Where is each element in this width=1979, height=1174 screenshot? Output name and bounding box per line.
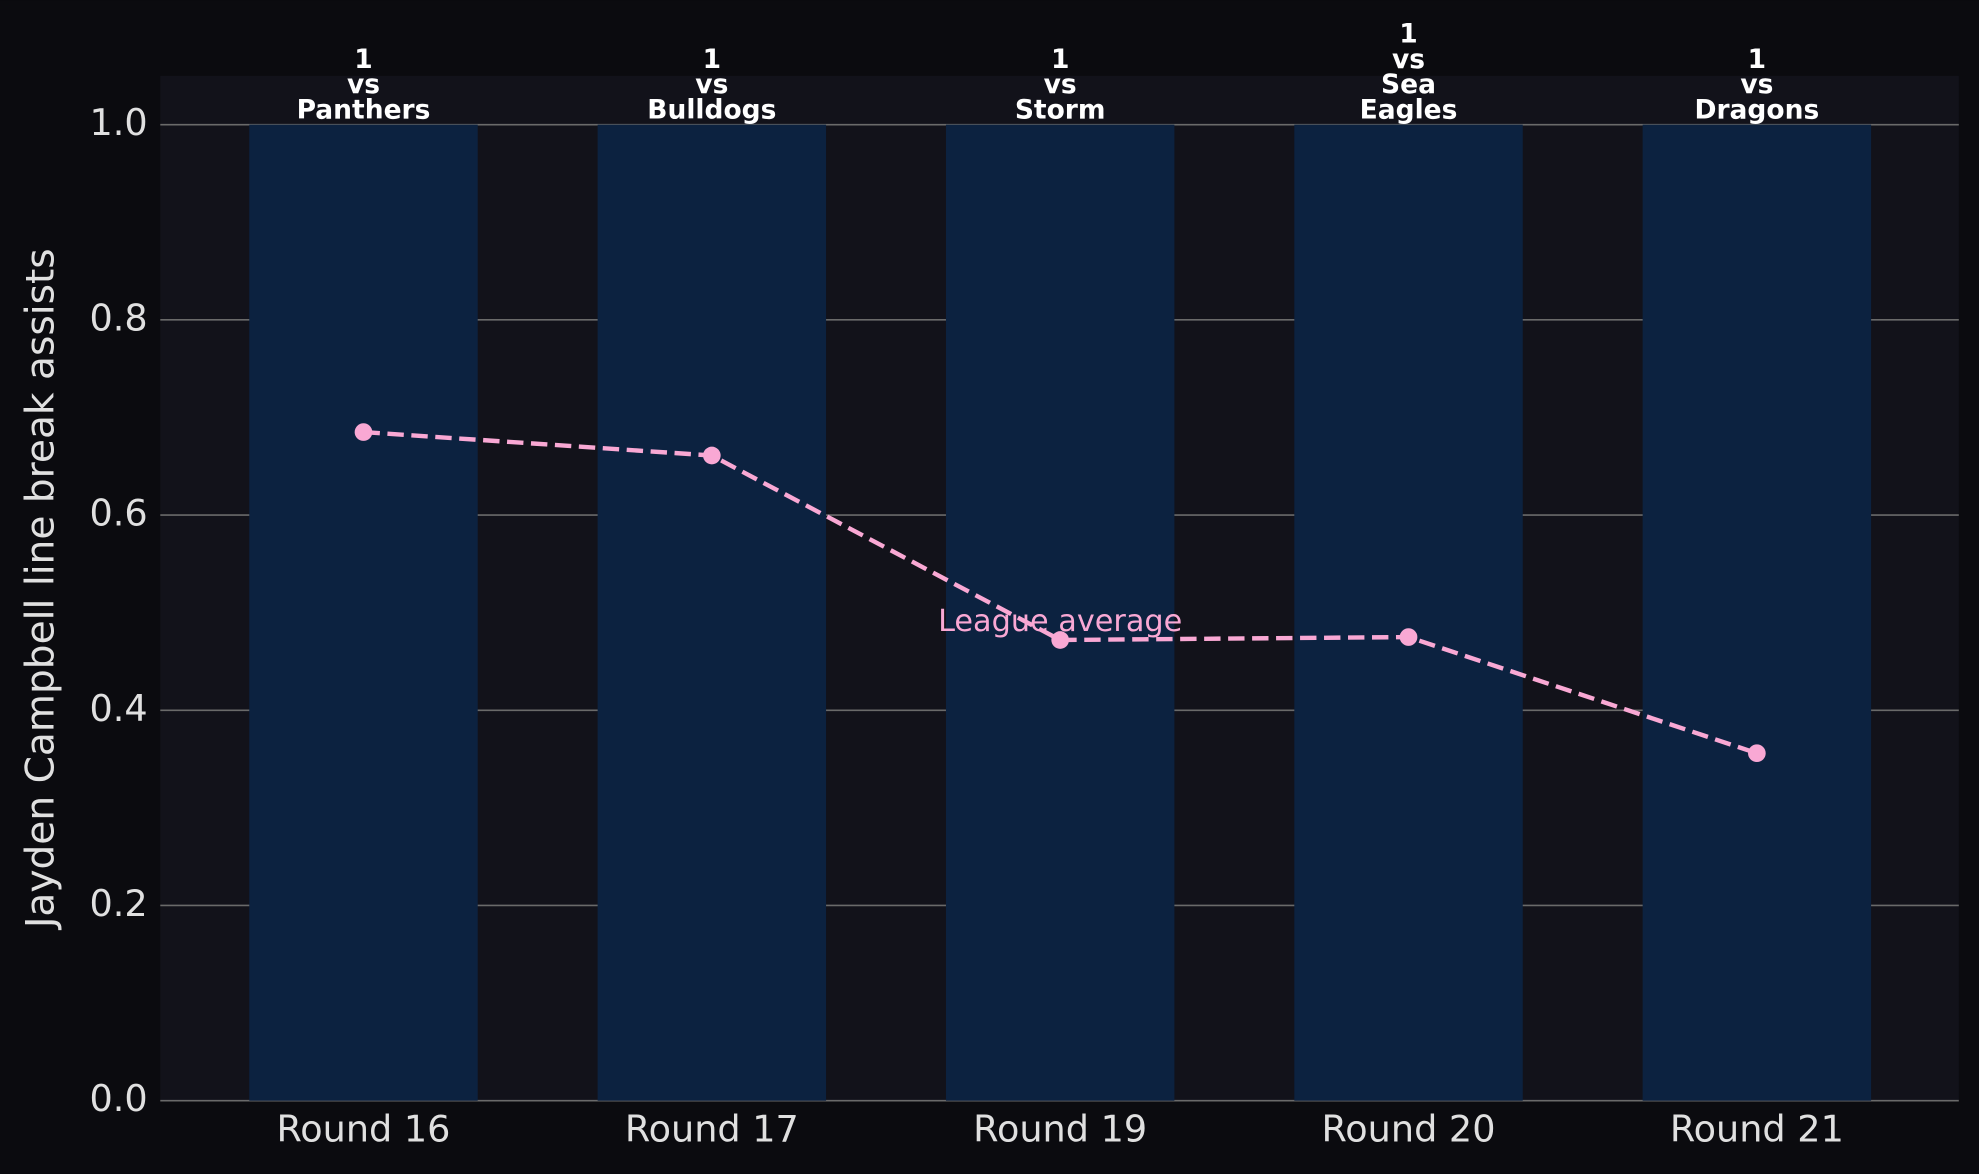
bar-label: vs	[695, 69, 728, 100]
bar-label: Storm	[1015, 94, 1106, 125]
y-tick-label: 0.0	[89, 1077, 147, 1120]
x-tick-label: Round 17	[625, 1107, 799, 1150]
x-tick-label: Round 21	[1670, 1107, 1844, 1150]
x-tick-label: Round 19	[973, 1107, 1147, 1150]
bar	[945, 124, 1175, 1101]
bar	[597, 124, 827, 1101]
bar-value-label: 1	[703, 44, 721, 75]
y-tick-label: 0.6	[89, 492, 147, 535]
bar-label: vs	[1392, 44, 1425, 75]
bar-label: vs	[1740, 69, 1773, 100]
line-marker	[702, 446, 721, 465]
bar	[1294, 124, 1523, 1101]
bar-label: Sea	[1381, 69, 1436, 100]
line-marker	[354, 423, 373, 441]
bar-value-label: 1	[1399, 19, 1417, 50]
bar-value-label: 1	[354, 44, 372, 75]
bar-label: Bulldogs	[647, 94, 776, 125]
line	[363, 429, 1758, 756]
x-tick-label: Round 16	[276, 1107, 450, 1150]
bar-value-label: 1	[1748, 44, 1766, 75]
bar-label: Panthers	[297, 94, 431, 125]
line-marker	[1399, 628, 1418, 646]
bar-value-label: 1	[1051, 44, 1069, 75]
x-tick-label: Round 20	[1322, 1107, 1496, 1150]
y-tick-label: 0.4	[89, 687, 147, 730]
bar	[1642, 124, 1872, 1101]
y-tick-label: 1.0	[89, 101, 147, 144]
bar	[249, 124, 478, 1101]
y-tick-label: 0.2	[89, 882, 147, 925]
line-label: League average	[938, 604, 1182, 639]
line-marker	[1748, 744, 1766, 763]
y-tick-label: 0.8	[89, 296, 147, 339]
bar-label: Eagles	[1360, 94, 1458, 125]
line-marker	[1051, 631, 1070, 649]
bar-label: vs	[347, 69, 380, 100]
bar-label: Dragons	[1694, 94, 1819, 125]
y-axis-label: Jayden Campbell line break assists	[18, 248, 63, 931]
bar-label: vs	[1044, 69, 1077, 100]
